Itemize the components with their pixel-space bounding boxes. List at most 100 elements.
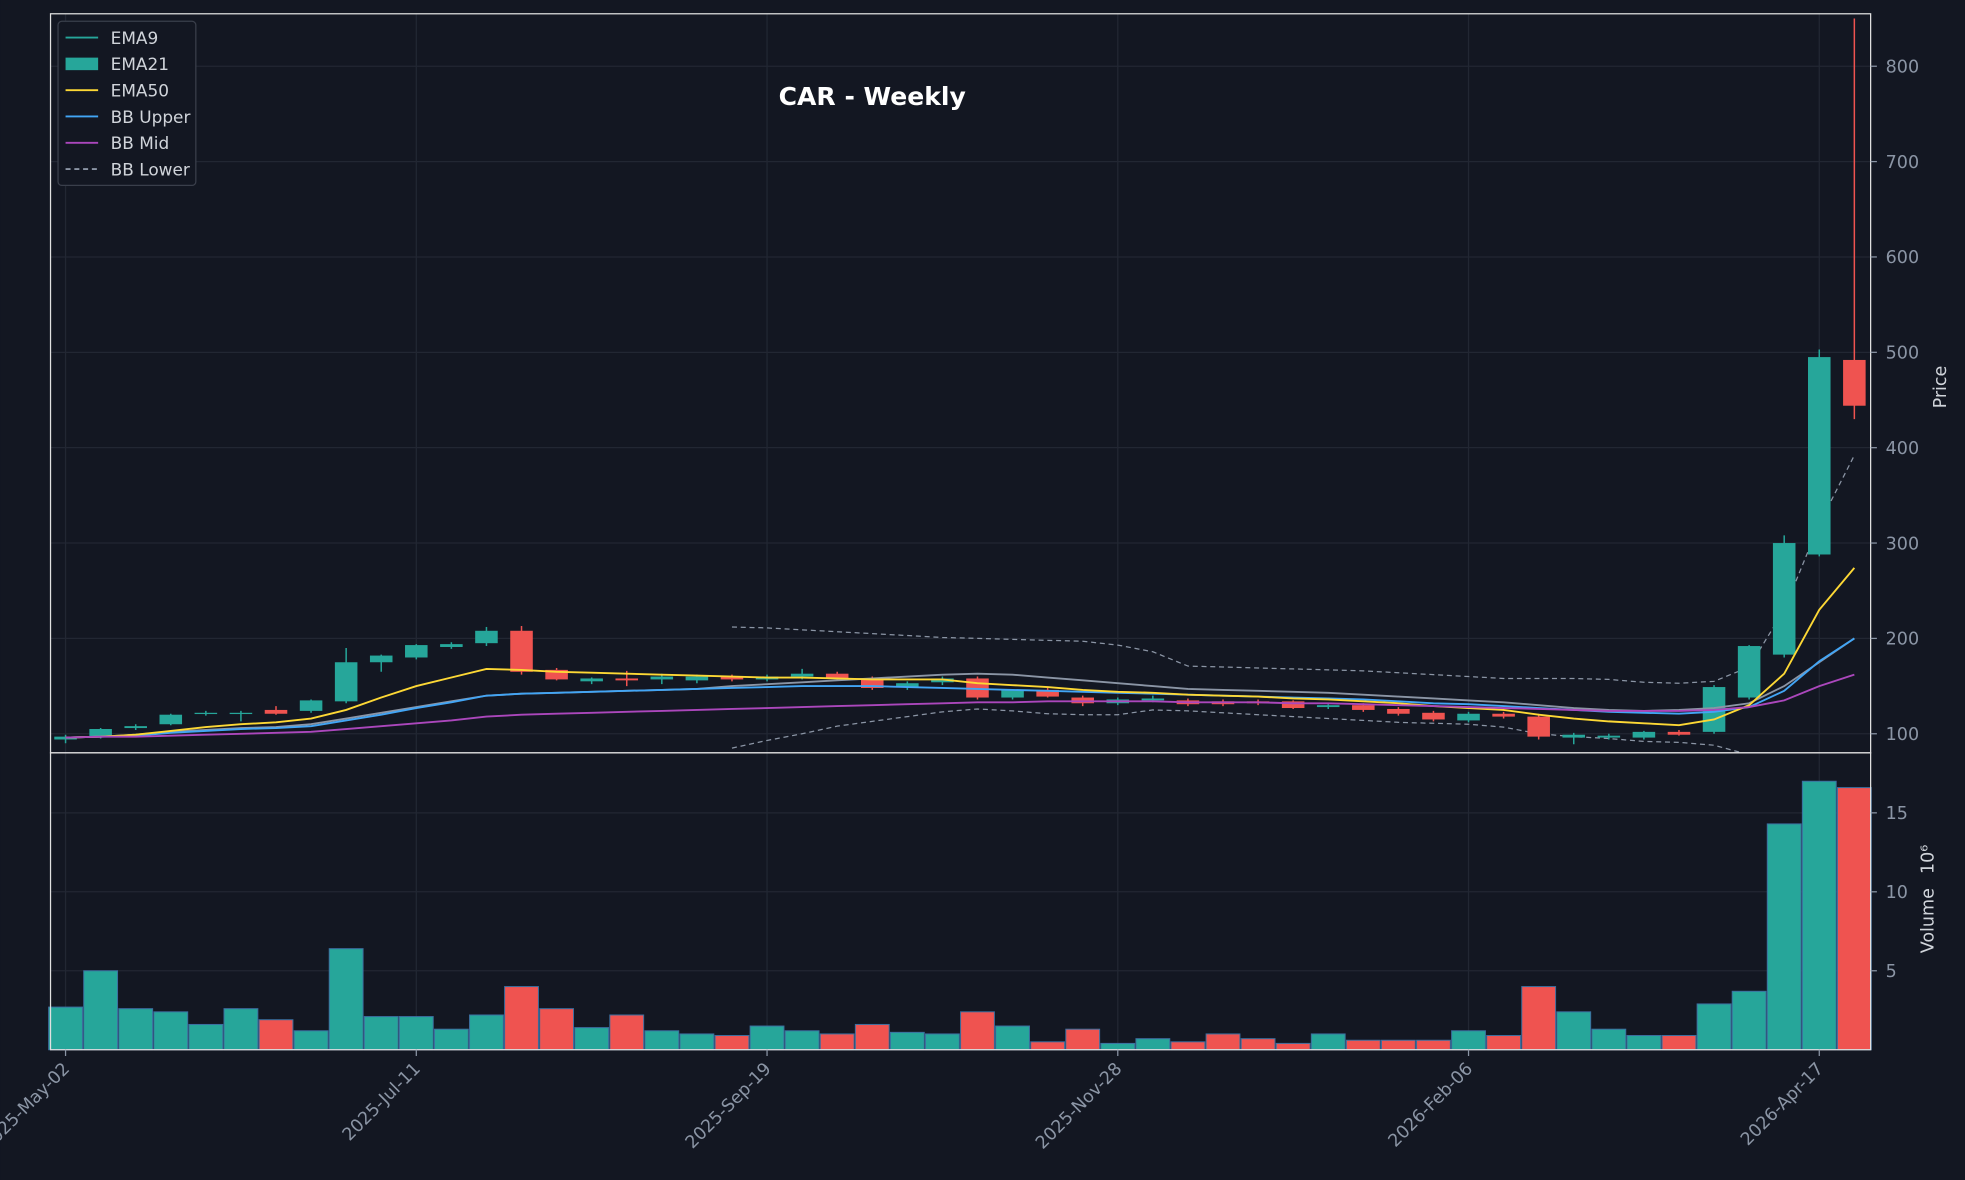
candle-body [1316, 705, 1340, 708]
candle-body [685, 676, 709, 681]
volume-bar [679, 1033, 715, 1051]
volume-bar [1696, 1003, 1732, 1051]
volume-panel [48, 780, 1872, 1051]
candle-body [1422, 712, 1445, 720]
volume-bar [1205, 1033, 1241, 1051]
y-tick-label: 500 [1886, 344, 1919, 364]
volume-bar [714, 1035, 750, 1051]
volume-frame [49, 752, 1872, 1051]
candle-body [89, 729, 112, 737]
indicator-line [65, 567, 1856, 739]
candle-body [229, 712, 253, 715]
candle-body [931, 678, 954, 683]
candle-body [545, 669, 568, 680]
y2-tick-label: 5 [1886, 962, 1897, 982]
volume-bar [48, 1006, 83, 1051]
volume-bar [1240, 1038, 1276, 1051]
candle-body [54, 736, 77, 740]
volume-bar [574, 1027, 610, 1051]
y-axis-label: Price [1931, 366, 1951, 409]
volume-bar [749, 1025, 785, 1051]
y-tick-label: 700 [1886, 153, 1919, 173]
candle-body [1597, 735, 1621, 738]
volume-bar [925, 1033, 960, 1051]
candle-body [405, 645, 428, 658]
y2-tick-label: 10 [1886, 883, 1908, 903]
volume-bar [1451, 1030, 1486, 1051]
indicator-line [65, 637, 1855, 739]
candle-body [1352, 705, 1375, 710]
candle-body [615, 678, 639, 681]
volume-bar [1556, 1011, 1592, 1051]
volume-bar [398, 1016, 434, 1051]
volume-bar [433, 1028, 469, 1051]
legend-swatch [65, 57, 99, 71]
candle-body [580, 678, 603, 682]
volume-bar [1275, 1042, 1311, 1051]
candle-body [1492, 713, 1515, 717]
volume-bar [1100, 1042, 1136, 1051]
candle-body [510, 630, 533, 672]
candle-body [825, 673, 849, 679]
candle-body [650, 676, 674, 680]
legend-label: EMA21 [111, 54, 169, 74]
y2-tick-label: 15 [1886, 804, 1908, 824]
legend-label: EMA50 [111, 80, 169, 100]
candle-body [790, 673, 814, 677]
volume-bar [328, 948, 364, 1051]
candle-body [1457, 713, 1480, 721]
candle-body [475, 630, 498, 644]
candle-body [159, 714, 183, 725]
legend-label: BB Upper [111, 107, 191, 127]
volume-bar [819, 1033, 855, 1051]
volume-bar [1170, 1041, 1206, 1051]
volume-bar [153, 1011, 189, 1051]
volume-bar [188, 1023, 224, 1051]
candle-body [194, 712, 218, 715]
indicator-line [731, 455, 1855, 684]
candle-body [1737, 646, 1761, 698]
candle-body [334, 662, 358, 702]
volume-bar [1661, 1035, 1697, 1051]
candle-body [1071, 697, 1094, 704]
volume-bar [504, 986, 539, 1051]
volume-bar [644, 1030, 680, 1051]
volume-bar [539, 1008, 575, 1051]
indicator-line [65, 673, 1855, 739]
candle-body [896, 683, 919, 688]
volume-bar [1766, 823, 1802, 1051]
candle-body [1281, 701, 1305, 709]
volume-bar [1626, 1035, 1662, 1051]
volume-bar [1065, 1028, 1101, 1051]
volume-bar [1135, 1038, 1171, 1051]
candle-body [1001, 689, 1024, 698]
candle-body [1843, 359, 1866, 406]
chart-title: CAR - Weekly [779, 82, 966, 111]
volume-bar [1030, 1041, 1066, 1051]
volume-bar [258, 1019, 294, 1051]
volume-bar [1486, 1035, 1522, 1051]
y-tick-label: 100 [1886, 725, 1919, 745]
candle-body [1562, 734, 1586, 738]
volume-bar [1591, 1028, 1627, 1051]
y-tick-label: 300 [1886, 534, 1919, 554]
volume-bar [223, 1008, 259, 1051]
volume-bar [83, 970, 119, 1051]
y-tick-label: 800 [1886, 57, 1919, 77]
volume-bar [1345, 1039, 1381, 1051]
volume-bar [1521, 986, 1557, 1051]
volume-bar [784, 1030, 820, 1051]
legend-label: BB Lower [111, 159, 190, 179]
volume-bar [1380, 1039, 1416, 1051]
y2-scale-label: 10⁶ [1918, 845, 1938, 874]
candle-body [720, 676, 744, 680]
volume-bar [293, 1030, 329, 1051]
volume-bar [854, 1023, 890, 1051]
candle-body [1141, 698, 1165, 701]
volume-bar [1801, 780, 1837, 1051]
volume-bar [1836, 787, 1872, 1051]
candle-body [299, 700, 323, 711]
legend: EMA9 EMA21 EMA50 BB Upper BB Mid BB Lower [57, 20, 197, 187]
candle-body [440, 644, 463, 647]
